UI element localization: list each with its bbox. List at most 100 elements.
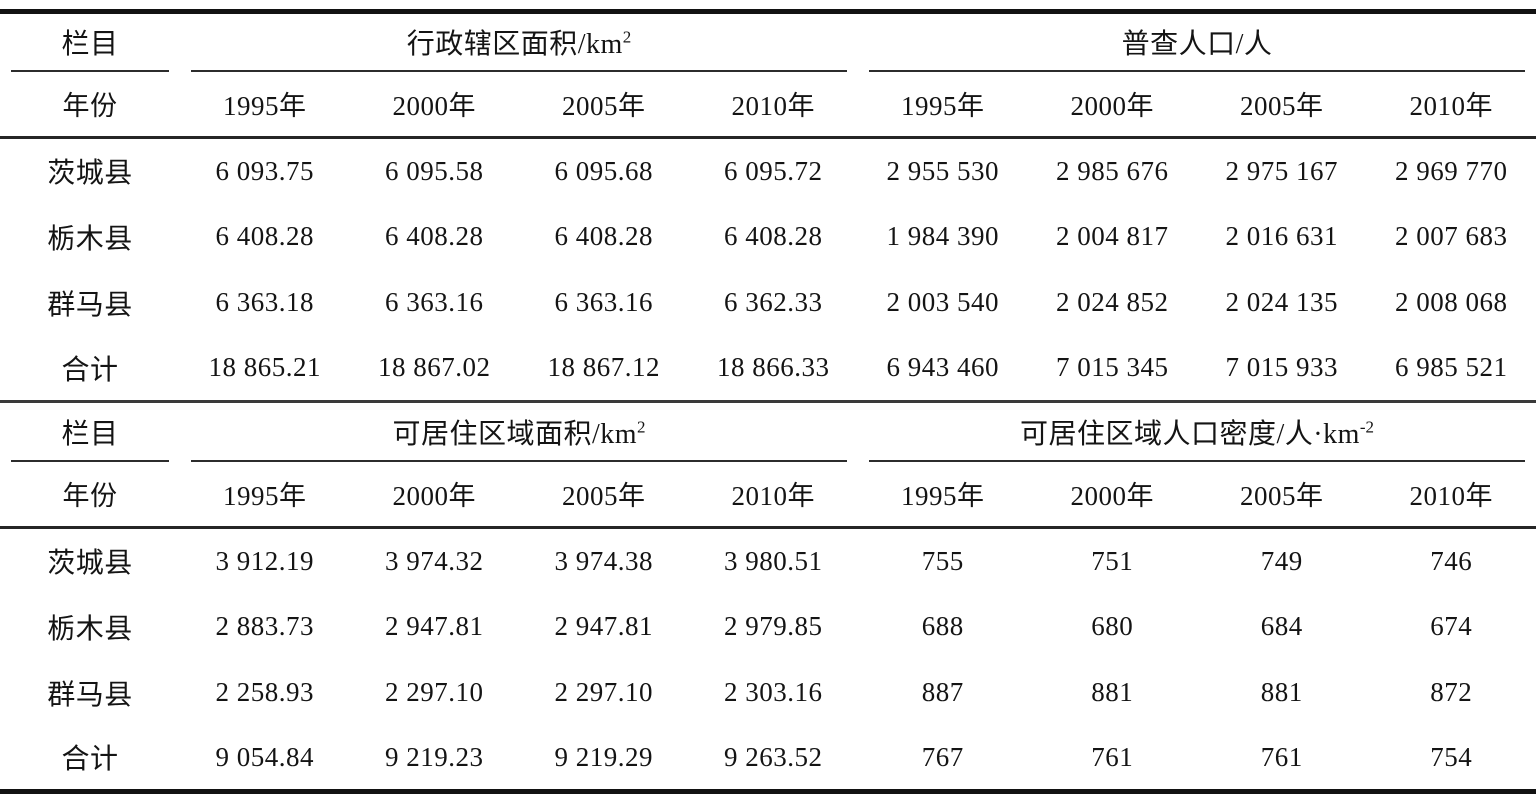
table-cell: 6 095.58 bbox=[385, 155, 484, 186]
row-label: 栃木县 bbox=[47, 613, 133, 645]
year-header: 1995年 bbox=[223, 90, 307, 121]
block2-left-group-sup: 2 bbox=[637, 417, 646, 437]
table-cell: 688 bbox=[921, 611, 964, 641]
row-label: 群马县 bbox=[47, 679, 133, 711]
table-cell: 18 867.02 bbox=[378, 352, 491, 383]
year-header: 2005年 bbox=[562, 90, 646, 121]
table-row: 栃木县 2 883.73 2 947.81 2 947.81 2 979.85 … bbox=[0, 594, 1536, 660]
table-cell: 18 866.33 bbox=[717, 352, 830, 383]
table-cell: 6 363.16 bbox=[554, 287, 653, 317]
block2-right-group-title: 可居住区域人口密度/人·km bbox=[1019, 418, 1360, 450]
table-row: 茨城县 3 912.19 3 974.32 3 974.38 3 980.51 … bbox=[0, 528, 1536, 594]
table-cell: 751 bbox=[1091, 545, 1134, 576]
table-cell: 6 408.28 bbox=[554, 221, 653, 251]
table-cell: 761 bbox=[1091, 741, 1134, 772]
block2-right-group-sup: -2 bbox=[1359, 417, 1375, 437]
block1-left-group-sup: 2 bbox=[622, 27, 632, 47]
table-cell: 18 865.21 bbox=[208, 352, 321, 383]
table-cell: 2 297.10 bbox=[554, 677, 653, 707]
table-cell: 2 003 540 bbox=[886, 287, 999, 317]
table-cell: 7 015 345 bbox=[1056, 352, 1169, 383]
table-cell: 3 980.51 bbox=[724, 545, 823, 576]
table-cell: 767 bbox=[921, 741, 964, 772]
table-cell: 6 362.33 bbox=[724, 287, 823, 317]
block1-stub-bottom: 年份 bbox=[62, 90, 118, 121]
table-row: 群马县 2 258.93 2 297.10 2 297.10 2 303.16 … bbox=[0, 660, 1536, 726]
table-cell: 6 363.16 bbox=[385, 287, 484, 317]
table-row: 群马县 6 363.18 6 363.16 6 363.16 6 362.33 … bbox=[0, 270, 1536, 336]
table-cell: 2 004 817 bbox=[1056, 221, 1169, 251]
table-cell: 6 363.18 bbox=[215, 287, 314, 317]
table-cell: 7 015 933 bbox=[1225, 352, 1338, 383]
table-cell: 9 219.29 bbox=[554, 741, 653, 772]
table-cell: 9 263.52 bbox=[724, 741, 823, 772]
table-cell: 6 408.28 bbox=[385, 221, 484, 251]
table-cell: 6 095.72 bbox=[724, 155, 823, 186]
table-cell: 755 bbox=[921, 545, 964, 576]
table-cell: 2 883.73 bbox=[215, 611, 314, 641]
table-cell: 746 bbox=[1430, 545, 1473, 576]
table-cell: 2 975 167 bbox=[1225, 155, 1338, 186]
year-header: 1995年 bbox=[223, 480, 307, 511]
year-header: 1995年 bbox=[901, 480, 985, 511]
block2-category-row: 栏目 可居住区域面积/km2 可居住区域人口密度/人·km-2 bbox=[0, 402, 1536, 461]
year-header: 2010年 bbox=[1409, 480, 1493, 511]
table-cell: 749 bbox=[1260, 545, 1303, 576]
table-cell: 2 303.16 bbox=[724, 677, 823, 707]
table-cell: 2 007 683 bbox=[1395, 221, 1508, 251]
year-header: 2010年 bbox=[1409, 90, 1493, 121]
block1-category-row: 栏目 行政辖区面积/km2 普查人口/人 bbox=[0, 12, 1536, 71]
block1-right-group-header: 普查人口/人 bbox=[858, 12, 1536, 71]
table-cell: 2 969 770 bbox=[1395, 155, 1508, 186]
row-label: 合计 bbox=[61, 744, 119, 776]
table-cell: 2 947.81 bbox=[385, 611, 484, 641]
row-label: 茨城县 bbox=[47, 158, 133, 190]
year-header: 2005年 bbox=[1240, 480, 1324, 511]
table-row: 栃木县 6 408.28 6 408.28 6 408.28 6 408.28 … bbox=[0, 204, 1536, 270]
year-header: 2005年 bbox=[562, 480, 646, 511]
table-cell: 6 943 460 bbox=[886, 352, 999, 383]
table-cell: 2 297.10 bbox=[385, 677, 484, 707]
block2-left-group-header: 可居住区域面积/km2 bbox=[180, 402, 858, 461]
year-header: 2010年 bbox=[731, 90, 815, 121]
table-row: 茨城县 6 093.75 6 095.58 6 095.68 6 095.72 … bbox=[0, 138, 1536, 204]
table-cell: 2 008 068 bbox=[1395, 287, 1508, 317]
row-label: 栃木县 bbox=[47, 223, 133, 255]
block1-left-group-title: 行政辖区面积/km bbox=[406, 29, 623, 61]
year-header: 2000年 bbox=[1070, 480, 1154, 511]
row-label: 茨城县 bbox=[47, 548, 133, 580]
table-cell: 680 bbox=[1091, 611, 1134, 641]
year-header: 2005年 bbox=[1240, 90, 1324, 121]
table-cell: 2 024 852 bbox=[1056, 287, 1169, 317]
table-cell: 9 219.23 bbox=[385, 741, 484, 772]
block2-left-group-title: 可居住区域面积/km bbox=[392, 418, 638, 450]
table-cell: 881 bbox=[1260, 677, 1303, 707]
table-cell: 3 912.19 bbox=[215, 545, 314, 576]
table-cell: 2 985 676 bbox=[1056, 155, 1169, 186]
table-cell: 6 093.75 bbox=[215, 155, 314, 186]
table-row-total: 合计 18 865.21 18 867.02 18 867.12 18 866.… bbox=[0, 336, 1536, 402]
block2-stub-bottom: 年份 bbox=[62, 480, 118, 511]
table-cell: 6 985 521 bbox=[1395, 352, 1508, 383]
table-cell: 6 408.28 bbox=[215, 221, 314, 251]
block1-years-row: 年份 1995年 2000年 2005年 2010年 1995年 2000年 2… bbox=[0, 71, 1536, 138]
table-cell: 18 867.12 bbox=[547, 352, 660, 383]
row-label: 群马县 bbox=[47, 289, 133, 321]
year-header: 2010年 bbox=[731, 480, 815, 511]
table-cell: 674 bbox=[1430, 611, 1473, 641]
table-cell: 684 bbox=[1260, 611, 1303, 641]
block1-right-group-title: 普查人口/人 bbox=[1121, 29, 1273, 61]
block1-left-group-header: 行政辖区面积/km2 bbox=[180, 12, 858, 71]
table-cell: 2 979.85 bbox=[724, 611, 823, 641]
statistics-table: 栏目 行政辖区面积/km2 普查人口/人 年份 1995年 2000年 2005… bbox=[0, 9, 1536, 794]
year-header: 2000年 bbox=[392, 480, 476, 511]
table-row-total: 合计 9 054.84 9 219.23 9 219.29 9 263.52 7… bbox=[0, 726, 1536, 792]
table-cell: 887 bbox=[921, 677, 964, 707]
table-cell: 6 408.28 bbox=[724, 221, 823, 251]
table-cell: 761 bbox=[1260, 741, 1303, 772]
table-cell: 881 bbox=[1091, 677, 1134, 707]
table-cell: 2 024 135 bbox=[1225, 287, 1338, 317]
table-cell: 754 bbox=[1430, 741, 1473, 772]
block2-years-row: 年份 1995年 2000年 2005年 2010年 1995年 2000年 2… bbox=[0, 461, 1536, 528]
